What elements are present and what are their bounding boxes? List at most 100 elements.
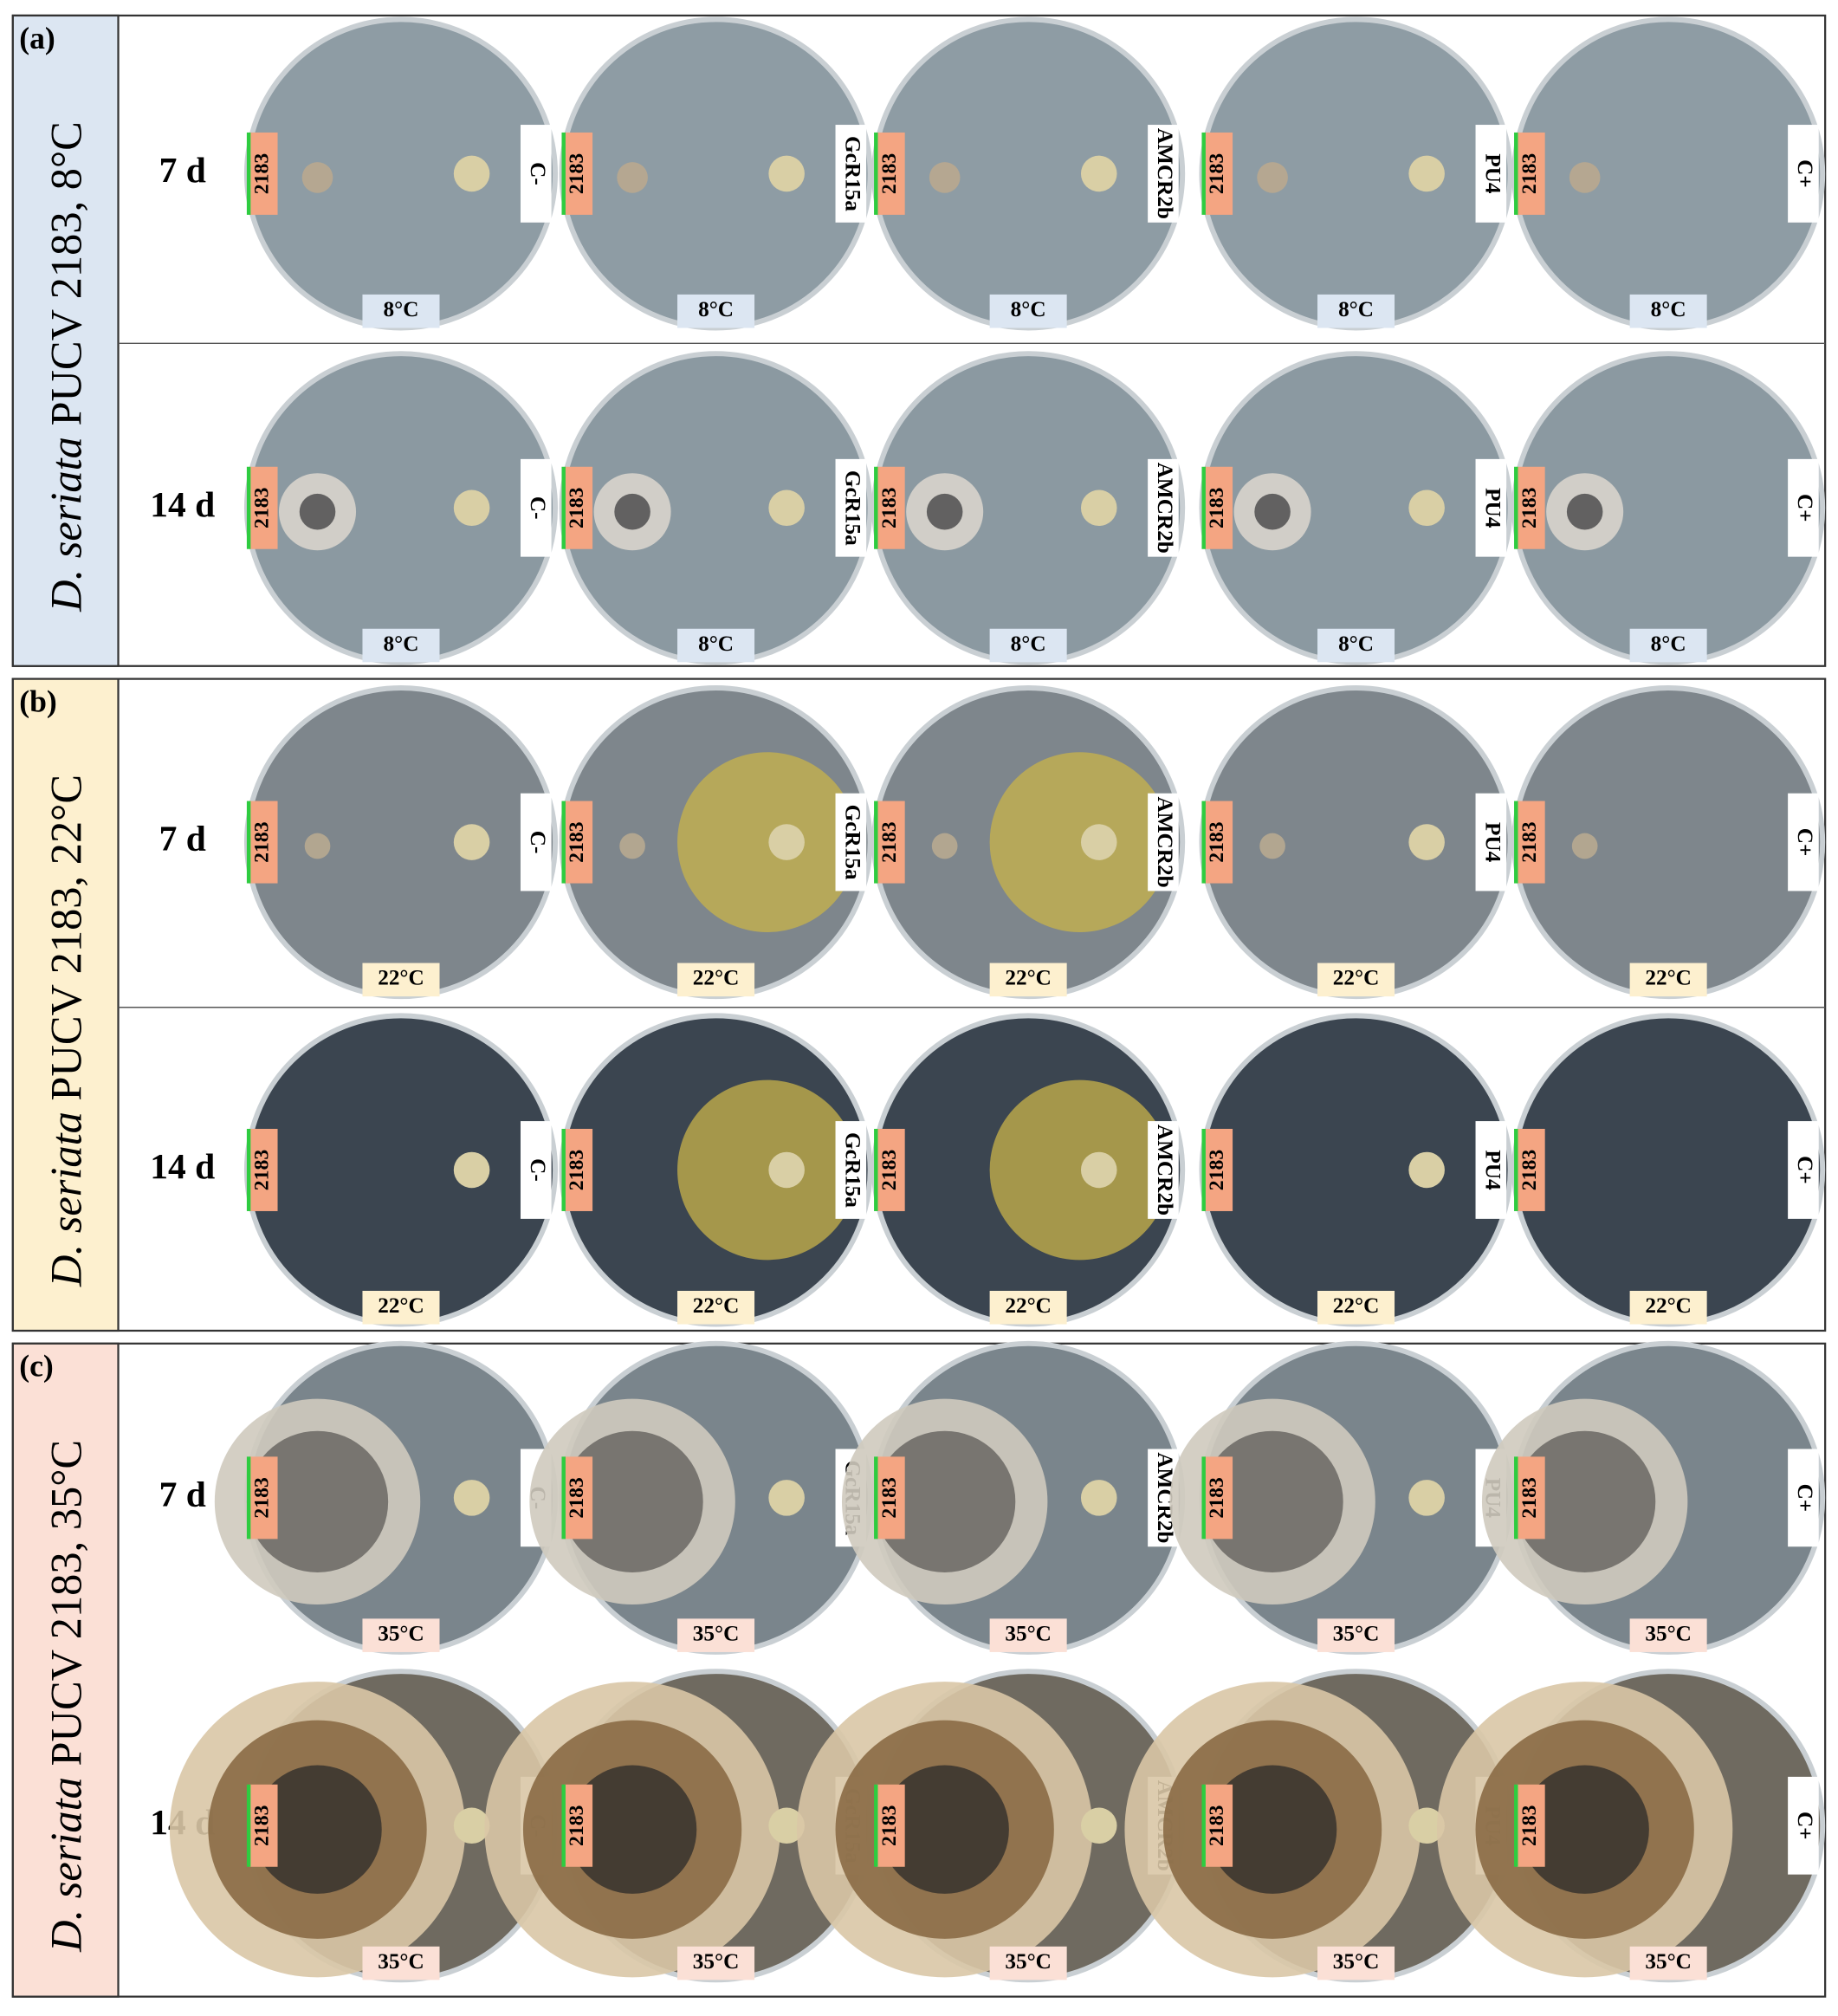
treatment-colony: [1408, 489, 1445, 527]
treatment-colony: [768, 1480, 805, 1516]
temperature-label: 22°C: [1645, 967, 1692, 990]
temperature-tag: [1317, 963, 1395, 997]
petri-dish: [243, 1013, 559, 1327]
inoculum-label: 2183: [566, 1805, 588, 1846]
inoculum-tag: [1517, 1784, 1545, 1867]
inoculum-tag: [564, 1456, 593, 1540]
species: D. seriata: [42, 1112, 90, 1287]
inoculum-tag: [1517, 1456, 1545, 1540]
inoculum-tag: [877, 1456, 905, 1540]
temperature-label: 35°C: [693, 1950, 740, 1974]
temperature-label: 8°C: [1651, 298, 1686, 321]
temperature-label: 22°C: [693, 967, 740, 990]
tag-edge: [874, 1784, 878, 1867]
inoculum-tag: [249, 132, 278, 215]
treatment-tag: [1788, 125, 1819, 223]
treatment-tag: [1148, 1121, 1179, 1219]
inoculum-label: 2183: [878, 1805, 901, 1846]
inoculum-tag: [1204, 801, 1233, 884]
treatment-colony: [768, 1807, 805, 1844]
inoculum-label: 2183: [566, 153, 588, 195]
tag-edge: [874, 466, 878, 549]
temperature-label: 22°C: [1333, 967, 1380, 990]
treatment-colony: [453, 489, 490, 527]
colony: [874, 1430, 1016, 1572]
treatment-label: PU4: [1481, 153, 1505, 194]
temperature-label: 35°C: [1645, 1950, 1692, 1974]
temperature-label: 22°C: [1005, 967, 1052, 990]
tag-edge: [1201, 1456, 1206, 1540]
tag-edge: [1514, 1456, 1518, 1540]
temperature-label: 8°C: [384, 298, 419, 321]
colony: [880, 1765, 1009, 1894]
treatment-tag: [1148, 125, 1179, 223]
inoculum-tag: [877, 801, 905, 884]
inoculum-label: 2183: [1518, 153, 1541, 195]
tag-edge: [246, 132, 251, 215]
colony: [619, 833, 645, 859]
inoculum-label: 2183: [251, 487, 274, 528]
row-label: 7 d: [159, 1474, 206, 1514]
treatment-label: AMCR2b: [1153, 1125, 1176, 1215]
inoculum-tag: [1204, 1784, 1233, 1867]
temperature-tag: [677, 963, 755, 997]
treatment-label: AMCR2b: [1153, 128, 1176, 219]
treatment-label: C-: [526, 496, 549, 520]
treatment-tag: [1788, 1449, 1819, 1547]
treatment-label: GcR15a: [841, 470, 864, 546]
inoculum-label: 2183: [1206, 1477, 1228, 1519]
panel-side: [11, 677, 120, 1332]
temperature-tag: [989, 1618, 1067, 1652]
temperature-tag: [1629, 1290, 1707, 1325]
treatment-colony: [1080, 1151, 1117, 1189]
colony: [1569, 162, 1601, 193]
temperature-tag: [989, 963, 1067, 997]
strain-temp: PUCV 2183, 22°C: [42, 775, 90, 1112]
treatment-tag: [1788, 1121, 1819, 1219]
inoculum-tag: [564, 801, 593, 884]
halo: [677, 1079, 858, 1261]
inoculum-tag: [1517, 466, 1545, 549]
inoculum-tag: [564, 132, 593, 215]
tag-edge: [1201, 1784, 1206, 1867]
inoculum-label: 2183: [566, 821, 588, 863]
tag-edge: [1514, 132, 1518, 215]
inoculum-tag: [877, 1784, 905, 1867]
panel-side: [11, 14, 120, 667]
treatment-colony: [1080, 1480, 1117, 1516]
petri-dish: [1511, 16, 1826, 331]
treatment-label: C+: [1793, 1484, 1816, 1513]
temperature-tag: [1629, 294, 1707, 328]
temperature-tag: [989, 1946, 1067, 1980]
treatment-label: GcR15a: [841, 136, 864, 211]
row-label: 7 d: [159, 819, 206, 859]
inoculum-label: 2183: [1206, 1805, 1228, 1846]
petri-dish: [1199, 1013, 1513, 1327]
colony: [931, 833, 958, 859]
inoculum-tag: [564, 1128, 593, 1211]
inoculum-label: 2183: [878, 153, 901, 195]
temperature-tag: [989, 628, 1067, 663]
inoculum-label: 2183: [1206, 153, 1228, 195]
treatment-colony: [453, 1151, 490, 1189]
colony: [1257, 162, 1288, 193]
treatment-label: C-: [526, 162, 549, 185]
tag-edge: [246, 466, 251, 549]
temperature-tag: [677, 1290, 755, 1325]
halo: [989, 752, 1170, 932]
inoculum-label: 2183: [566, 1150, 588, 1191]
species: D. seriata: [42, 1777, 90, 1953]
colony: [929, 162, 961, 193]
treatment-label: C+: [1793, 1156, 1816, 1184]
temperature-label: 8°C: [698, 298, 734, 321]
inoculum-label: 2183: [878, 1477, 901, 1519]
colony: [301, 162, 333, 193]
treatment-tag: [520, 458, 552, 557]
strain-temp: PUCV 2183, 35°C: [42, 1440, 90, 1777]
temperature-tag: [1317, 294, 1395, 328]
inoculum-label: 2183: [251, 1477, 274, 1519]
inoculum-label: 2183: [1518, 1477, 1541, 1519]
inoculum-tag: [249, 801, 278, 884]
temperature-label: 8°C: [1338, 632, 1374, 656]
